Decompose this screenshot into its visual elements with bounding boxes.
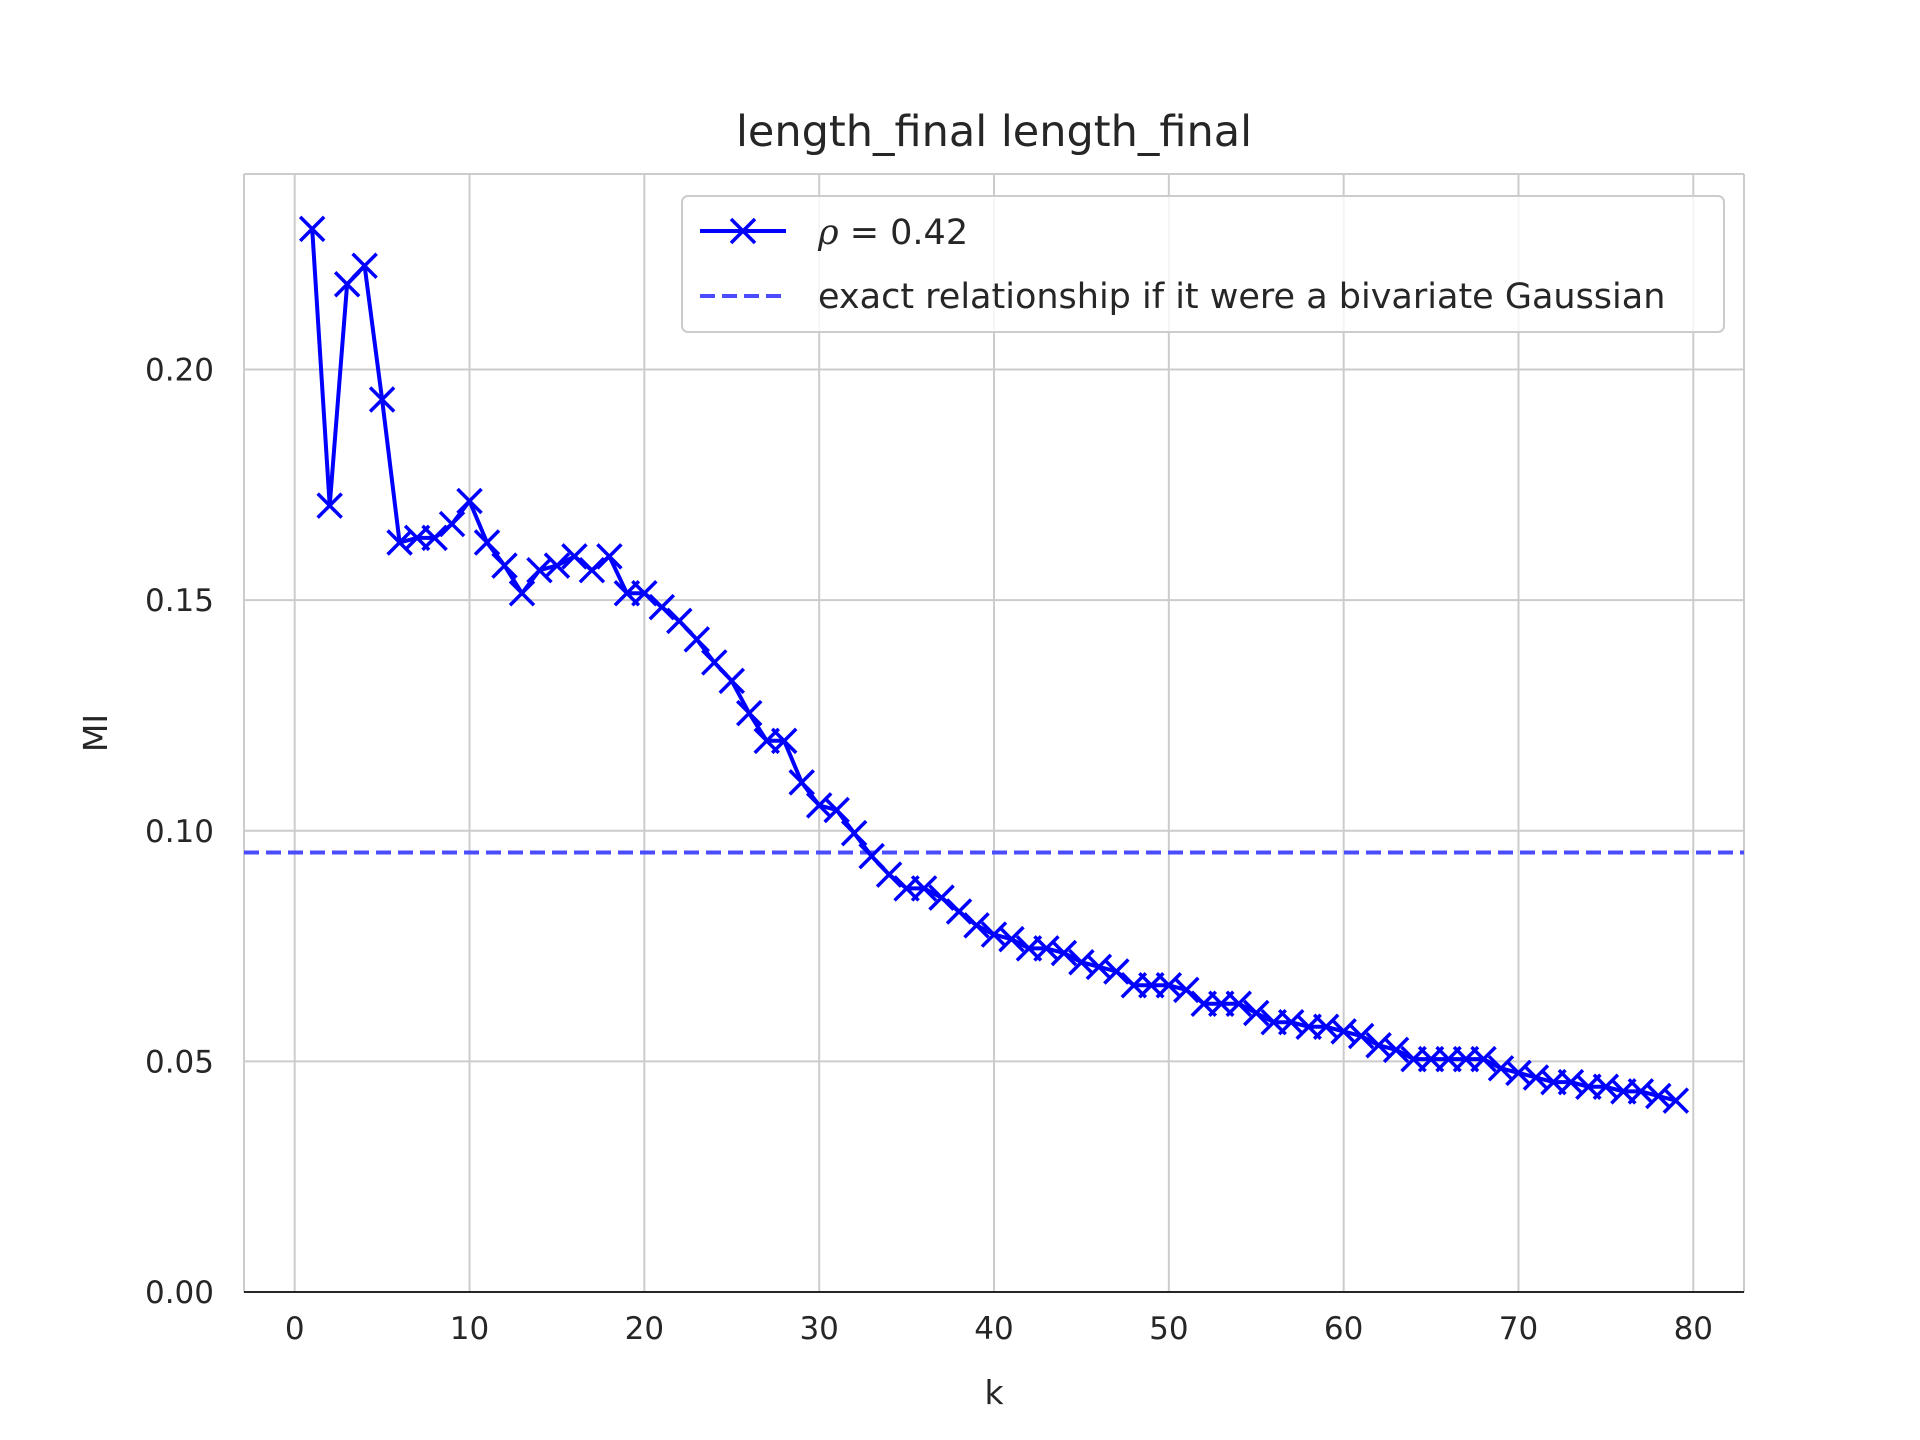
data-point-marker (770, 727, 798, 755)
data-point-marker (1033, 935, 1060, 962)
x-tick-label: 70 (1499, 1311, 1538, 1347)
x-axis-label: k (984, 1373, 1004, 1412)
y-tick-label: 0.00 (145, 1275, 214, 1311)
data-point-marker (1155, 972, 1183, 999)
data-point-marker (1330, 1018, 1357, 1045)
data-point-marker (1470, 1045, 1497, 1073)
data-point-marker (473, 529, 501, 556)
x-tick-label: 60 (1324, 1311, 1363, 1347)
x-tick-label: 40 (974, 1311, 1013, 1347)
data-point-marker (1347, 1022, 1375, 1050)
legend-label-series-0: ρ = 0.42 (817, 213, 968, 253)
data-point-marker (840, 819, 868, 847)
data-point-marker (805, 792, 833, 819)
y-tick-label: 0.10 (145, 814, 214, 850)
x-tick-label: 80 (1674, 1311, 1713, 1347)
data-point-marker (1662, 1087, 1690, 1114)
data-point-marker (788, 769, 815, 796)
data-point-marker (875, 861, 903, 888)
data-point-marker (1085, 953, 1113, 981)
data-point-marker (543, 552, 571, 579)
data-point-marker (578, 556, 606, 584)
data-point-marker (508, 580, 536, 607)
data-point-marker (823, 796, 850, 824)
x-tick-label: 10 (450, 1311, 489, 1347)
data-point-marker (438, 510, 466, 538)
data-point-marker (1068, 948, 1095, 976)
legend-box (681, 195, 1725, 333)
data-point-marker (1225, 990, 1252, 1017)
grid (244, 174, 1744, 1292)
data-point-marker (561, 543, 588, 570)
data-point-marker (998, 925, 1025, 953)
axes-frame (243, 173, 1745, 1292)
data-point-marker (421, 524, 448, 552)
legend-label-series-1: exact relationship if it were a bivariat… (818, 277, 1665, 317)
y-tick-label: 0.15 (145, 583, 214, 619)
data-point-marker (736, 699, 763, 727)
y-axis-label: MI (76, 714, 115, 752)
data-point-marker (718, 667, 745, 695)
y-tick-label: 0.20 (145, 353, 214, 389)
data-point-marker (456, 487, 483, 515)
data-point-marker (1592, 1073, 1620, 1100)
data-point-marker (1173, 976, 1200, 1004)
data-point-marker (910, 875, 938, 902)
data-point-marker (1645, 1082, 1672, 1110)
data-point-marker (945, 898, 973, 925)
data-point-marker (1365, 1032, 1392, 1059)
data-point-marker (928, 884, 955, 911)
data-point-marker (1522, 1064, 1550, 1091)
x-tick-label: 20 (625, 1311, 664, 1347)
series-layer (244, 215, 1744, 1114)
data-point-marker (1557, 1068, 1585, 1096)
data-point-marker (1277, 1008, 1305, 1036)
data-point-marker (1382, 1036, 1410, 1064)
data-point-marker (298, 215, 326, 243)
data-point-marker (491, 552, 518, 579)
x-tick-label: 30 (799, 1311, 838, 1347)
legend: ρ = 0.42 exact relationship if it were a… (681, 195, 1725, 333)
data-point-marker (1505, 1059, 1532, 1087)
x-tick-label: 50 (1149, 1311, 1188, 1347)
data-point-marker (683, 626, 711, 653)
data-point-marker (1050, 939, 1078, 967)
tick-labels: 0 10 20 30 40 50 60 70 80 0.00 0.05 0.10 0.15 0.20 (145, 353, 1713, 1347)
chart-title: length_final length_final (736, 107, 1252, 157)
data-point-marker (631, 580, 658, 607)
data-point-marker (1243, 999, 1270, 1027)
data-point-marker (963, 912, 990, 939)
legend-marker-series-0 (729, 217, 757, 245)
data-point-marker (648, 593, 676, 621)
data-point-marker (980, 921, 1008, 948)
data-point-marker (1487, 1055, 1515, 1082)
data-point-marker (316, 492, 343, 519)
data-point-marker (386, 529, 413, 556)
data-point-marker (1627, 1078, 1655, 1105)
x-tick-label: 0 (285, 1311, 305, 1347)
data-point-marker (1103, 958, 1130, 985)
data-point-marker (526, 556, 553, 584)
data-point-marker (596, 543, 623, 570)
y-tick-label: 0.05 (145, 1044, 214, 1080)
data-point-marker (351, 252, 378, 280)
data-point-marker (1312, 1013, 1340, 1041)
data-point-marker (368, 386, 396, 413)
